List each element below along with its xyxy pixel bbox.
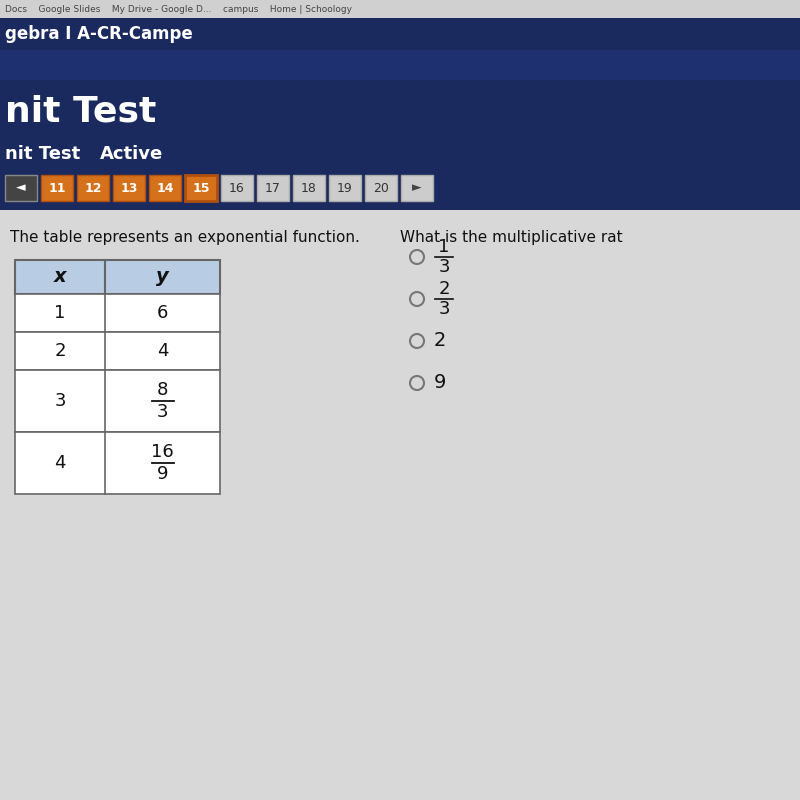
Text: 6: 6: [157, 304, 168, 322]
Bar: [149, 175, 181, 201]
Text: gebra I A-CR-Campe: gebra I A-CR-Campe: [5, 25, 193, 43]
Text: 2: 2: [54, 342, 66, 360]
Text: Docs    Google Slides    My Drive - Google D...    campus    Home | Schoology: Docs Google Slides My Drive - Google D..…: [5, 5, 352, 14]
Bar: [0, 0, 800, 18]
Text: 3: 3: [438, 300, 450, 318]
Text: 1: 1: [54, 304, 66, 322]
Bar: [113, 175, 145, 201]
Text: 2: 2: [434, 331, 446, 350]
Circle shape: [410, 334, 424, 348]
Text: 14: 14: [156, 182, 174, 194]
Text: 16: 16: [151, 443, 174, 461]
Bar: [0, 18, 800, 50]
Text: nit Test: nit Test: [5, 145, 80, 163]
Circle shape: [410, 250, 424, 264]
Text: x: x: [54, 267, 66, 286]
Text: 16: 16: [229, 182, 245, 194]
Text: 9: 9: [434, 374, 446, 393]
Text: 19: 19: [337, 182, 353, 194]
Text: nit Test: nit Test: [5, 95, 156, 129]
Bar: [15, 260, 220, 294]
Text: ►: ►: [412, 182, 422, 194]
Bar: [293, 175, 325, 201]
Text: 2: 2: [438, 280, 450, 298]
Bar: [15, 332, 220, 370]
Text: 11: 11: [48, 182, 66, 194]
Text: 3: 3: [438, 258, 450, 276]
Bar: [15, 294, 220, 332]
Circle shape: [410, 292, 424, 306]
Text: 8: 8: [157, 381, 168, 399]
Text: 4: 4: [157, 342, 168, 360]
Text: 18: 18: [301, 182, 317, 194]
Text: 15: 15: [192, 182, 210, 194]
Bar: [41, 175, 73, 201]
Bar: [0, 50, 800, 80]
Bar: [365, 175, 397, 201]
Bar: [329, 175, 361, 201]
Bar: [0, 80, 800, 225]
Bar: [77, 175, 109, 201]
Text: ◄: ◄: [16, 182, 26, 194]
Text: What is the multiplicative rat: What is the multiplicative rat: [400, 230, 622, 245]
Text: 20: 20: [373, 182, 389, 194]
Text: 4: 4: [54, 454, 66, 472]
Text: 3: 3: [157, 403, 168, 421]
Text: 13: 13: [120, 182, 138, 194]
Text: 9: 9: [157, 465, 168, 483]
Bar: [5, 175, 37, 201]
Text: Active: Active: [100, 145, 163, 163]
Circle shape: [410, 376, 424, 390]
Text: y: y: [156, 267, 169, 286]
Text: 17: 17: [265, 182, 281, 194]
Text: 12: 12: [84, 182, 102, 194]
Bar: [257, 175, 289, 201]
Bar: [15, 370, 220, 432]
Bar: [0, 210, 800, 800]
Bar: [221, 175, 253, 201]
Bar: [401, 175, 433, 201]
Bar: [185, 175, 217, 201]
Bar: [15, 432, 220, 494]
Text: The table represents an exponential function.: The table represents an exponential func…: [10, 230, 360, 245]
Text: 3: 3: [54, 392, 66, 410]
Text: 1: 1: [438, 238, 450, 256]
